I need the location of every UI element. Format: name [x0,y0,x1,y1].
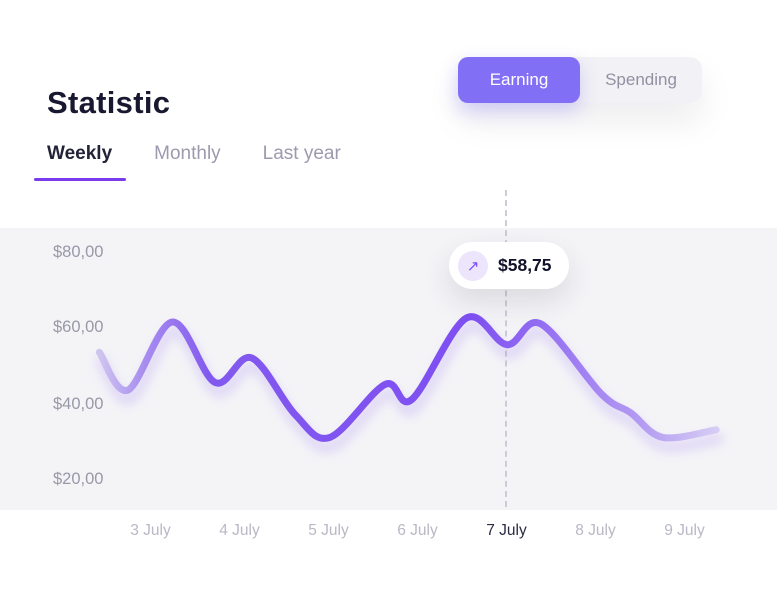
x-axis: 3 July 4 July 5 July 6 July 7 July 8 Jul… [106,522,729,540]
x-axis-tick: 9 July [664,522,705,539]
chart-line [95,313,720,442]
earning-spending-toggle: Earning Spending [458,57,702,103]
tab-monthly[interactable]: Monthly [154,143,221,181]
x-axis-tick: 4 July [219,522,260,539]
chart-tooltip: ↗ $58,75 [449,242,569,289]
y-axis-tick: $60,00 [53,318,104,336]
spending-toggle-button[interactable]: Spending [580,57,702,103]
x-axis-tick: 5 July [308,522,349,539]
x-axis-tick: 3 July [130,522,171,539]
trend-up-right-icon: ↗ [458,250,488,281]
earning-line-chart[interactable] [0,228,777,510]
x-axis-tick: 8 July [575,522,616,539]
y-axis-tick: $40,00 [53,395,104,413]
tab-monthly-label: Monthly [154,143,221,164]
period-tabs: Weekly Monthly Last year [33,143,341,181]
x-axis-tick-active: 7 July [486,522,527,539]
earning-toggle-button[interactable]: Earning [458,57,580,103]
x-axis-tick: 6 July [397,522,438,539]
tooltip-value: $58,75 [498,255,552,275]
y-axis-tick: $20,00 [53,470,104,488]
chart-plot-background: $80,00 $60,00 $40,00 $20,00 [0,228,777,510]
active-tab-underline [33,178,126,181]
tab-last-year[interactable]: Last year [263,143,341,181]
y-axis-tick: $80,00 [53,243,104,261]
page-title: Statistic [47,84,171,120]
tab-last-year-label: Last year [262,143,341,164]
tab-weekly-label: Weekly [47,143,113,164]
tab-weekly[interactable]: Weekly [33,143,126,181]
